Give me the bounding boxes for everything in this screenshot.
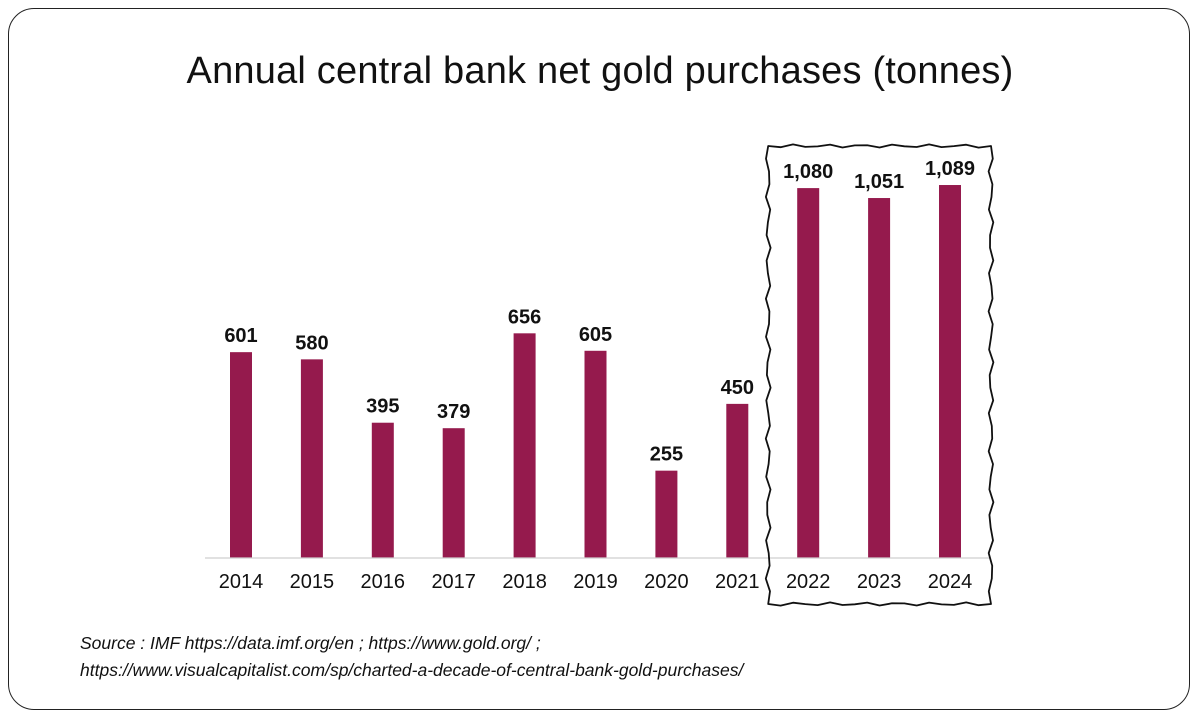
source-line-2: https://www.visualcapitalist.com/sp/char…	[80, 660, 744, 680]
chart-title: Annual central bank net gold purchases (…	[186, 50, 1014, 92]
bar-2020	[655, 470, 678, 558]
tick-label-2015: 2015	[290, 571, 335, 593]
bar-2015	[300, 359, 323, 558]
tick-label-2016: 2016	[361, 571, 406, 593]
value-label-2024: 1,089	[925, 158, 975, 180]
bar-2018	[513, 333, 536, 558]
tick-label-2024: 2024	[928, 571, 973, 593]
bar-2022	[797, 188, 820, 558]
value-label-2017: 379	[437, 401, 470, 423]
highlight-box	[764, 143, 995, 607]
bar-2016	[371, 422, 394, 558]
value-label-2018: 656	[508, 306, 541, 328]
value-label-2021: 450	[721, 377, 754, 399]
tick-label-2021: 2021	[715, 571, 760, 593]
tick-label-2017: 2017	[431, 571, 476, 593]
tick-label-2022: 2022	[786, 571, 831, 593]
source-note: Source : IMF https://data.imf.org/en ; h…	[80, 630, 743, 684]
tick-label-2019: 2019	[573, 571, 618, 593]
tick-label-2018: 2018	[502, 571, 547, 593]
value-label-2014: 601	[224, 325, 257, 347]
value-label-2020: 255	[650, 444, 683, 466]
bar-2019	[584, 350, 607, 558]
bar-2023	[868, 198, 891, 558]
tick-label-2014: 2014	[219, 571, 264, 593]
bar-2014	[230, 352, 252, 558]
tick-label-2023: 2023	[857, 571, 902, 593]
tick-label-2020: 2020	[644, 571, 689, 593]
value-label-2019: 605	[579, 324, 612, 346]
value-label-2015: 580	[295, 332, 328, 354]
bar-2024	[939, 185, 961, 558]
value-label-2022: 1,080	[783, 161, 833, 183]
bar-2021	[726, 403, 749, 558]
source-line-1: Source : IMF https://data.imf.org/en ; h…	[80, 633, 541, 653]
value-label-2023: 1,051	[854, 171, 904, 193]
value-label-2016: 395	[366, 396, 399, 418]
bar-2017	[442, 428, 465, 558]
